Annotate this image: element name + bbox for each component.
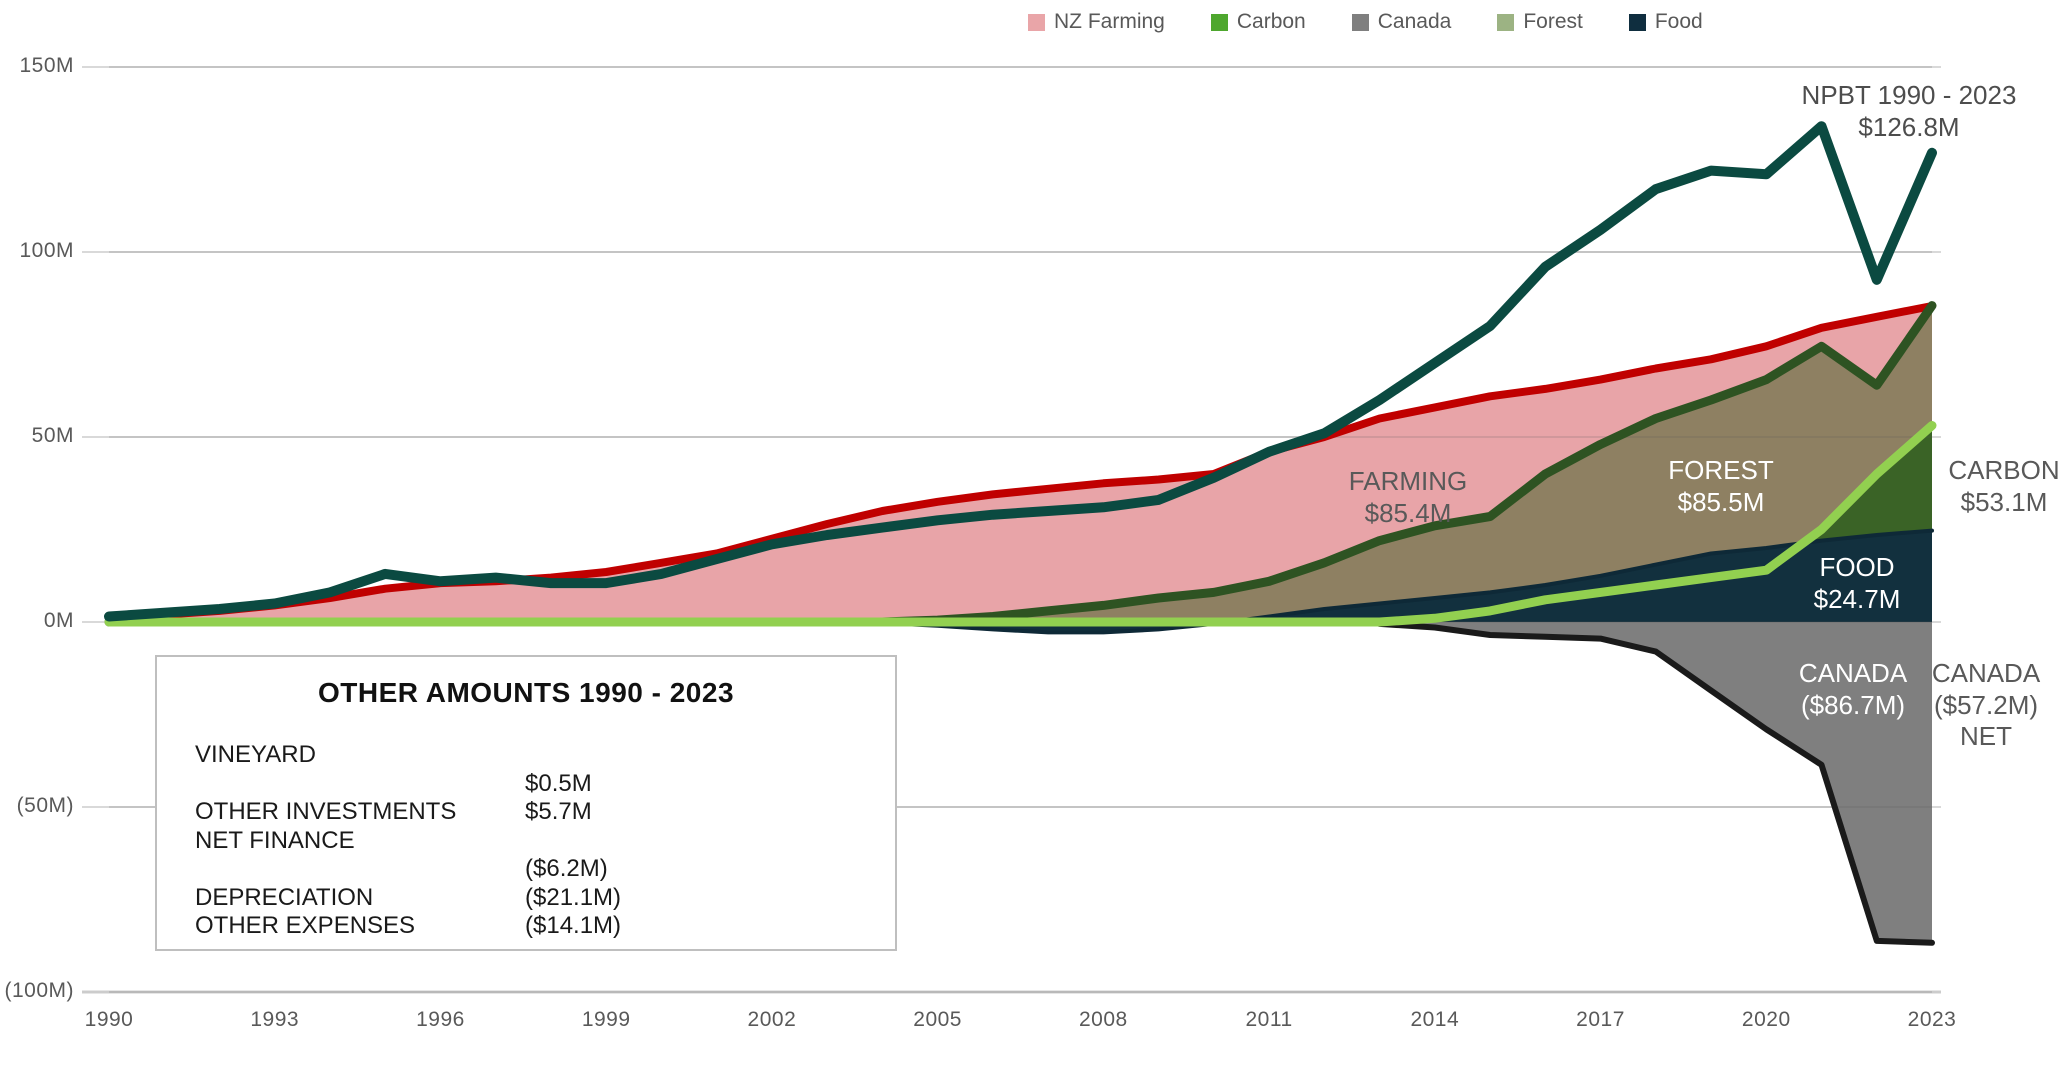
legend-label: Food [1654, 10, 1703, 33]
carbon-line [104, 421, 1937, 627]
x-tick-1990: 1990 [84, 1008, 134, 1031]
x-tick-2017: 2017 [1576, 1008, 1625, 1031]
legend-label: Carbon [1236, 10, 1306, 33]
annotation-canada-gross-title: CANADA [1798, 658, 1908, 688]
annotation-canada-net-title: CANADA [1931, 658, 2041, 688]
other-amounts-row: DEPRECIATION ($21.1M) [157, 884, 895, 913]
annotation-npbt: NPBT 1990 - 2023 $126.8M [1802, 80, 2017, 143]
x-tick-2002: 2002 [747, 1008, 797, 1031]
other-amounts-rows: VINEYARD $0.5M OTHER INVESTMENTS $5.7M NET F… [157, 741, 895, 941]
legend-item-canada: Canada [1351, 10, 1452, 34]
annotation-npbt-title: NPBT 1990 - 2023 [1801, 80, 2017, 110]
farming-line [105, 302, 1936, 623]
legend-swatch-icon [1210, 13, 1228, 31]
other-amounts-label: NET FINANCE [195, 826, 355, 854]
y-tick-50M: 50M [31, 424, 74, 447]
annotation-carbon-title: CARBON [1948, 455, 2060, 485]
y-tick-100M: 100M [19, 239, 74, 262]
annotation-forest: FOREST $85.5M [1668, 455, 1773, 518]
annotation-farming: FARMING $85.4M [1349, 466, 1467, 529]
x-tick-2014: 2014 [1410, 1008, 1460, 1031]
annotation-canada-net: CANADA ($57.2M) NET [1932, 658, 2040, 753]
legend-swatch-icon [1497, 13, 1515, 31]
x-tick-1999: 1999 [581, 1008, 631, 1031]
legend-item-nz-farming: NZ Farming [1028, 10, 1165, 34]
x-tick-2005: 2005 [913, 1008, 962, 1031]
other-amounts-row: ($6.2M) [157, 855, 895, 884]
legend-item-food: Food [1628, 10, 1703, 34]
y-tick-0M: 0M [43, 609, 74, 632]
other-amounts-row: NET FINANCE [157, 827, 895, 856]
legend-swatch-icon [1628, 13, 1646, 31]
npbt-line [104, 121, 1937, 622]
annotation-forest-value: $85.5M [1677, 486, 1765, 517]
x-tick-1996: 1996 [416, 1008, 465, 1031]
legend-item-carbon: Carbon [1210, 10, 1306, 34]
other-amounts-value: ($6.2M) [525, 855, 608, 882]
legend-label: Forest [1523, 10, 1583, 33]
other-amounts-value: ($21.1M) [525, 883, 622, 911]
other-amounts-label: VINEYARD [195, 741, 316, 768]
x-tick-2011: 2011 [1245, 1008, 1293, 1031]
other-amounts-value: $5.7M [525, 798, 592, 825]
x-tick-1993: 1993 [250, 1008, 300, 1031]
canada-area [109, 622, 1932, 943]
other-amounts-title: OTHER AMOUNTS 1990 - 2023 [317, 677, 735, 708]
annotation-food-title: FOOD [1819, 552, 1895, 582]
canada-line [1376, 620, 1935, 946]
x-tick-2023: 2023 [1907, 1008, 1957, 1031]
annotation-farming-value: $85.4M [1364, 497, 1452, 528]
legend-item-forest: Forest [1497, 10, 1583, 34]
annotation-food-value: $24.7M [1813, 583, 1901, 614]
annotation-carbon-value: $53.1M [1960, 486, 2048, 517]
annotation-canada-gross: CANADA ($86.7M) [1799, 658, 1907, 721]
annotation-food: FOOD $24.7M [1814, 552, 1901, 615]
annotation-npbt-value: $126.8M [1858, 111, 1960, 142]
legend-label: NZ Farming [1054, 10, 1165, 33]
forest-area [109, 305, 1932, 622]
x-tick-2020: 2020 [1741, 1008, 1791, 1031]
legend: NZ Farming Carbon Canada Forest Food [1028, 10, 1703, 34]
legend-swatch-icon [1028, 13, 1045, 31]
annotation-forest-title: FOREST [1668, 455, 1774, 485]
other-amounts-row: OTHER EXPENSES ($14.1M) [157, 912, 895, 941]
other-amounts-row: $0.5M [157, 770, 895, 799]
annotation-canada-net-value: ($57.2M) [1933, 689, 2039, 720]
other-amounts-value: ($14.1M) [525, 912, 622, 939]
other-amounts-label: OTHER EXPENSES [195, 912, 416, 939]
y-tick-(100M): (100M) [4, 979, 74, 1002]
legend-label: Canada [1377, 10, 1452, 33]
other-amounts-box: OTHER AMOUNTS 1990 - 2023 VINEYARD $0.5M O… [155, 655, 897, 951]
other-amounts-label: OTHER INVESTMENTS [195, 798, 457, 825]
y-tick-(50M): (50M) [16, 794, 74, 817]
y-tick-150M: 150M [19, 54, 74, 77]
x-tick-2008: 2008 [1079, 1008, 1128, 1031]
other-amounts-label: DEPRECIATION [195, 883, 374, 911]
annotation-canada-net-suffix: NET [1959, 721, 2012, 752]
annotation-canada-gross-value: ($86.7M) [1800, 689, 1906, 720]
legend-swatch-icon [1351, 13, 1369, 31]
food-area [109, 530, 1932, 633]
annotation-farming-title: FARMING [1348, 466, 1468, 496]
other-amounts-value: $0.5M [525, 769, 592, 797]
other-amounts-row: VINEYARD [157, 741, 895, 770]
annotation-carbon: CARBON $53.1M [1948, 455, 2059, 518]
other-amounts-row: OTHER INVESTMENTS $5.7M [157, 798, 895, 827]
